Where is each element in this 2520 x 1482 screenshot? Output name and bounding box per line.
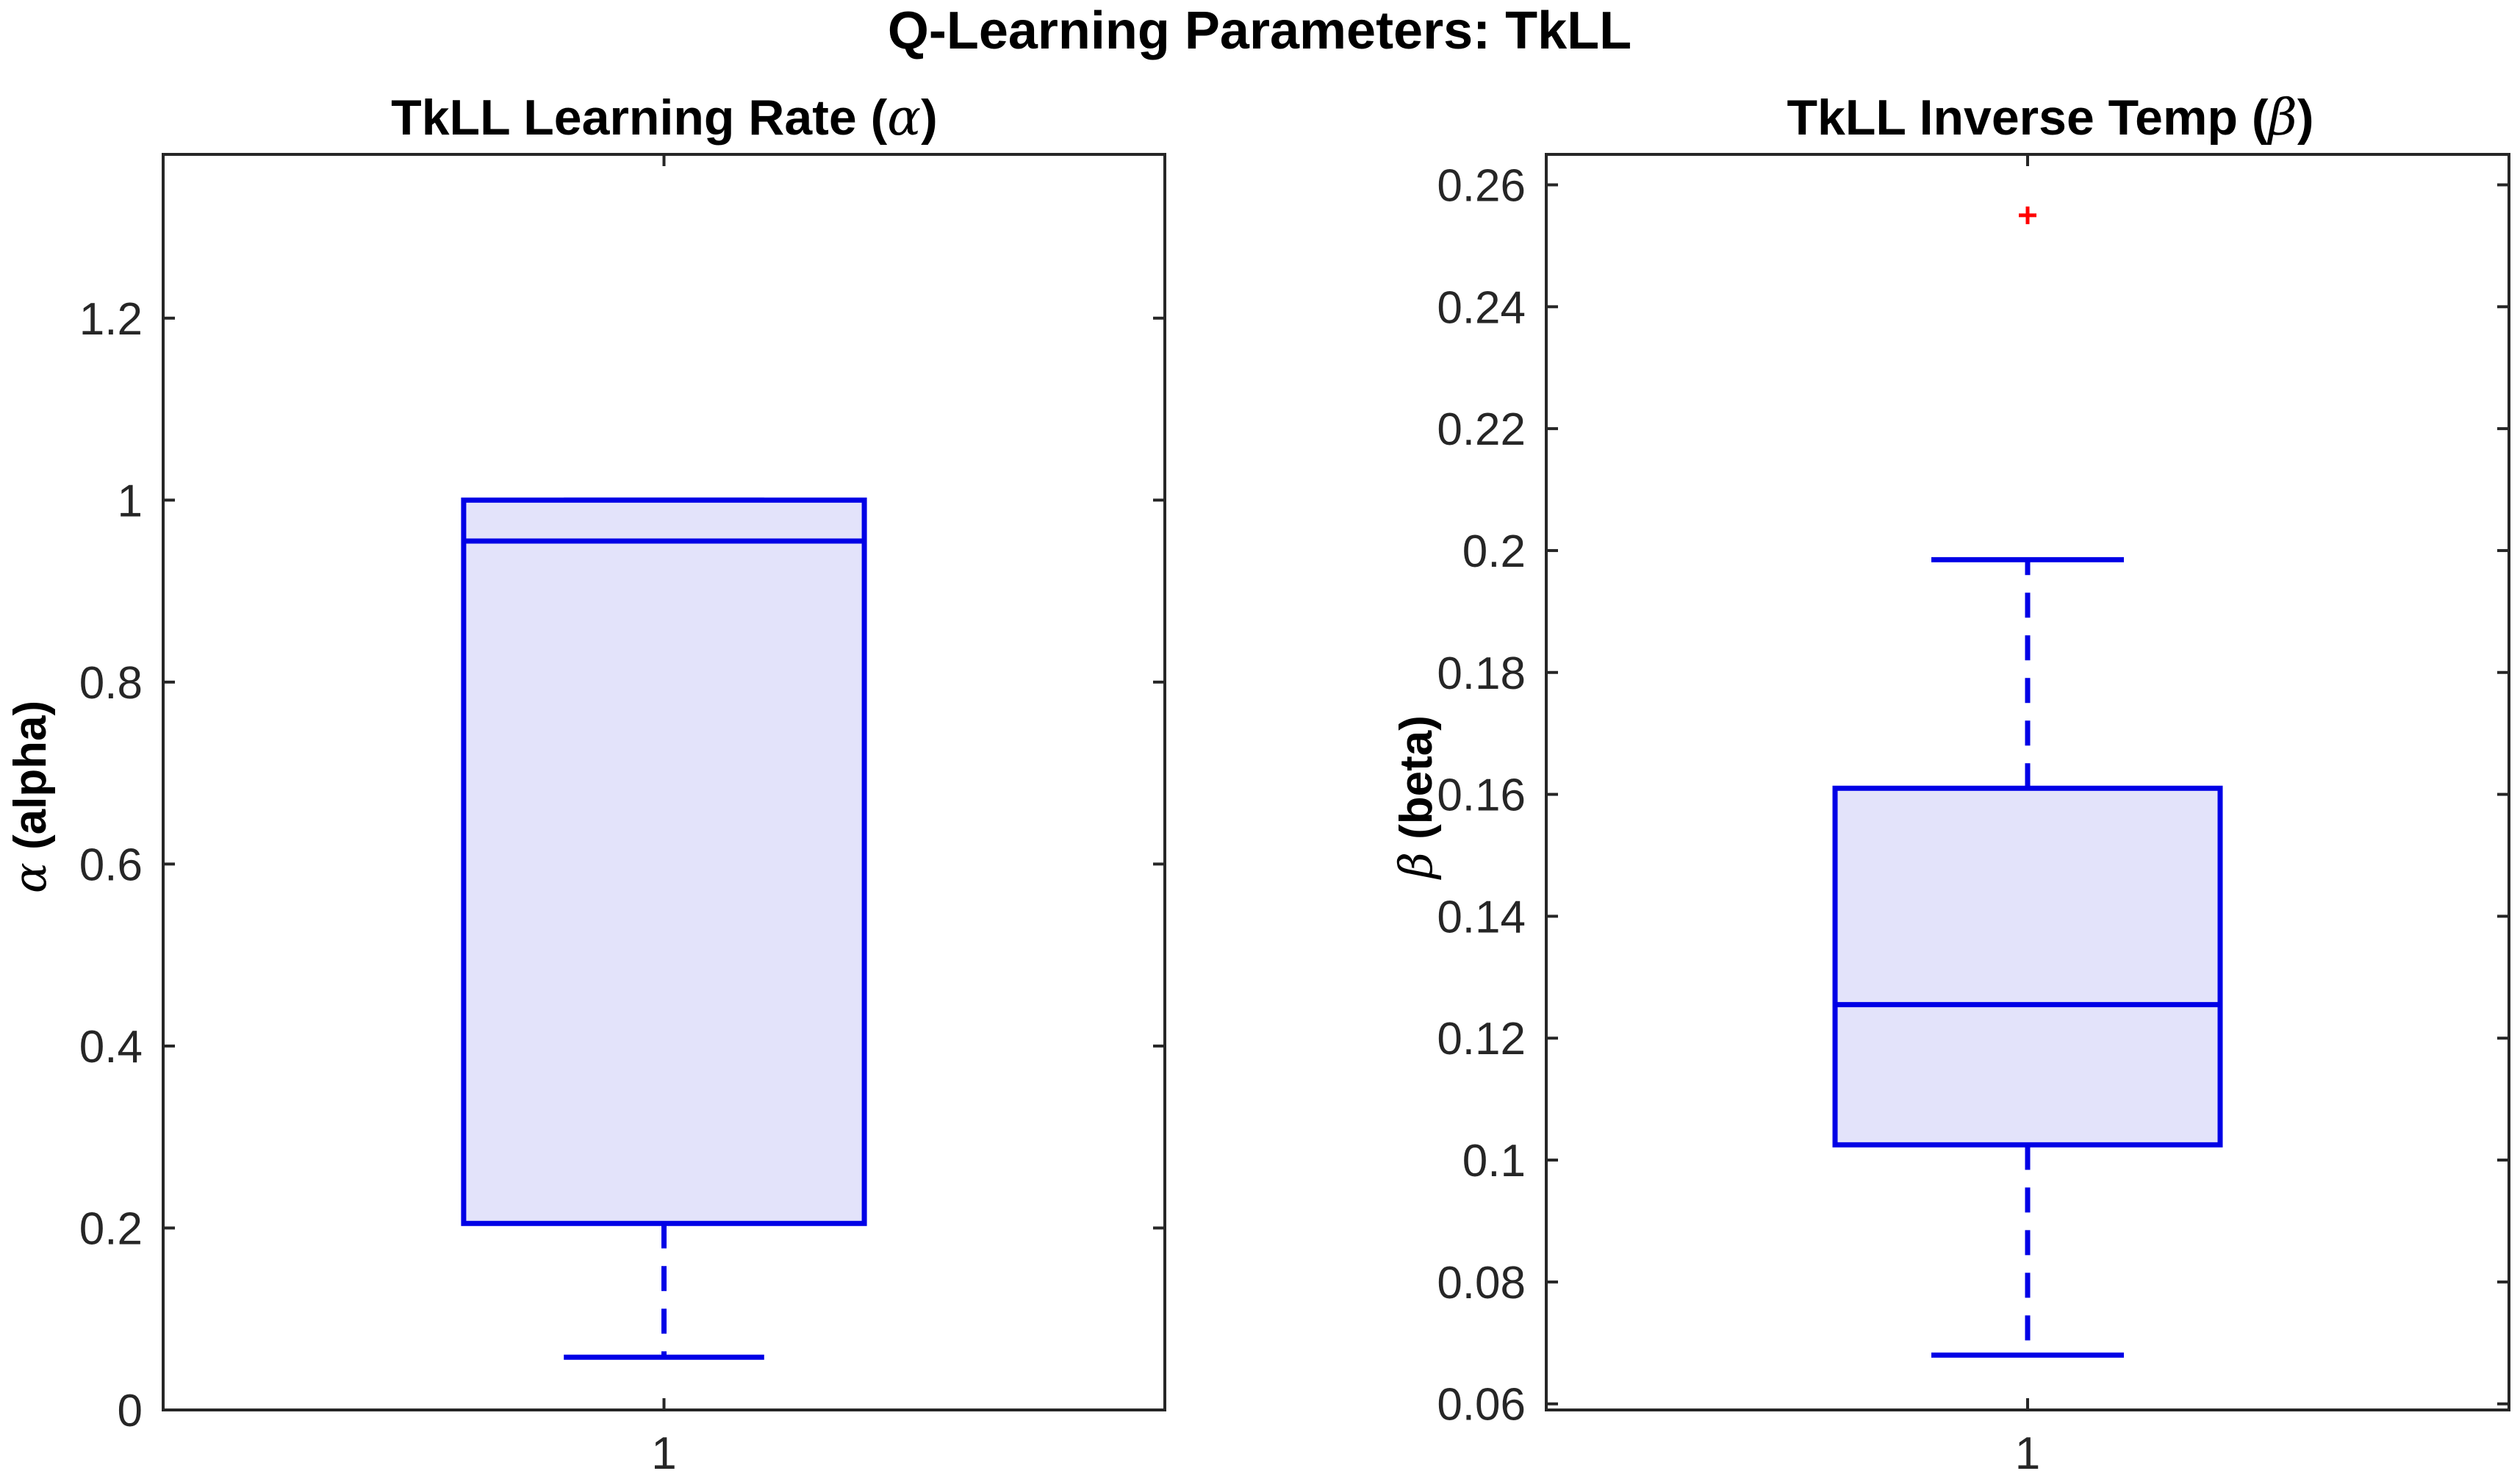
panel-learning-rate-axes: 0 0.2 0.4 0.6 0.8 1 1.2 1 xyxy=(79,153,1166,1479)
panel-inverse-temp-title: TkLL Inverse Temp (β) xyxy=(1787,89,2314,147)
title-text: TkLL Inverse Temp ( xyxy=(1787,90,2269,146)
xtick-label: 1 xyxy=(2015,1428,2040,1479)
ytick-label: 0.08 xyxy=(1437,1258,1526,1309)
ytick-label: 0.06 xyxy=(1437,1380,1526,1431)
ytick-label: 0.2 xyxy=(79,1203,143,1254)
panel-inverse-temp: TkLL Inverse Temp (β) β (beta) 0.060.080… xyxy=(1389,89,2510,1479)
panel-learning-rate-marks xyxy=(461,497,867,1360)
ytick-label: 0.22 xyxy=(1437,404,1526,455)
ylabel-greek: α xyxy=(3,862,57,893)
panel-inverse-temp-axes: 0.06 0.08 0.1 0.12 0.14 0.16 0.18 0.2 0.22 0.24 0.… xyxy=(1437,153,2510,1479)
ytick-label: 0.12 xyxy=(1437,1014,1526,1064)
ylabel-text: (beta) xyxy=(1391,715,1442,852)
xtick-label: 1 xyxy=(651,1428,676,1479)
ytick-label: 0.16 xyxy=(1437,770,1526,821)
alpha-symbol: α xyxy=(887,89,921,147)
ytick-label: 0.26 xyxy=(1437,160,1526,211)
title-close: ) xyxy=(921,90,938,146)
panel-learning-rate-ylabel: α (alpha) xyxy=(3,701,57,893)
ytick-label: 0.14 xyxy=(1437,892,1526,942)
ytick-label: 0 xyxy=(118,1386,143,1436)
ytick-label: 0.4 xyxy=(79,1022,143,1073)
figure-title: Q-Learning Parameters: TkLL xyxy=(888,1,1631,60)
ytick-label: 0.24 xyxy=(1437,282,1526,333)
panel-learning-rate-title: TkLL Learning Rate (α) xyxy=(391,89,938,147)
iqr-box xyxy=(461,497,867,1226)
panel-inverse-temp-marks xyxy=(1832,206,2223,1358)
ylabel-greek: β xyxy=(1389,852,1443,880)
ytick-label: 1 xyxy=(118,476,143,526)
panel-learning-rate: TkLL Learning Rate (α) α (alpha) 00.20.4… xyxy=(3,89,1166,1479)
ylabel-text: (alpha) xyxy=(5,701,56,862)
ytick-label: 0.2 xyxy=(1462,526,1526,577)
ytick-label: 0.18 xyxy=(1437,648,1526,699)
iqr-box xyxy=(1832,785,2223,1148)
ytick-label: 0.1 xyxy=(1462,1136,1526,1186)
ytick-label: 1.2 xyxy=(79,294,143,345)
beta-symbol: β xyxy=(2266,89,2297,147)
outlier-marker xyxy=(2019,206,2036,224)
title-text: TkLL Learning Rate ( xyxy=(391,90,887,146)
ytick-label: 0.6 xyxy=(79,840,143,890)
ytick-label: 0.8 xyxy=(79,658,143,709)
panel-inverse-temp-ylabel: β (beta) xyxy=(1389,715,1443,880)
title-close: ) xyxy=(2297,90,2314,146)
